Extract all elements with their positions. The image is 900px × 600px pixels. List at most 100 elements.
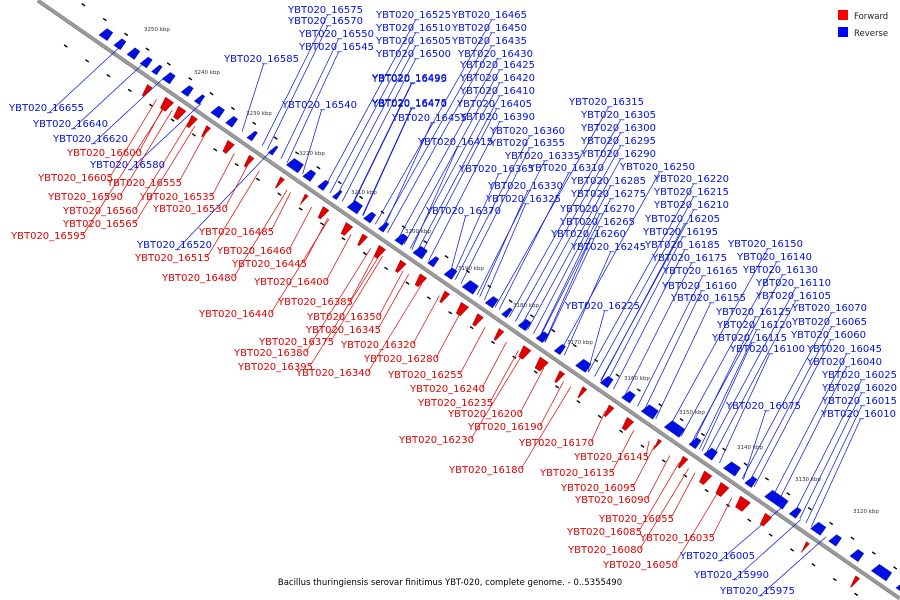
- reverse-gene-label[interactable]: YBT020_16130: [742, 265, 818, 276]
- reverse-gene-label[interactable]: YBT020_16290: [580, 149, 656, 160]
- reverse-gene-label[interactable]: YBT020_16355: [489, 138, 565, 149]
- forward-gene-label[interactable]: YBT020_16395: [237, 362, 313, 373]
- forward-gene-label[interactable]: YBT020_16135: [539, 468, 615, 479]
- reverse-gene-label[interactable]: YBT020_16285: [570, 176, 646, 187]
- reverse-gene-label[interactable]: YBT020_16655: [8, 103, 84, 114]
- reverse-gene-label[interactable]: YBT020_15975: [719, 586, 795, 597]
- reverse-gene-label[interactable]: YBT020_16265: [559, 217, 635, 228]
- reverse-gene-label[interactable]: YBT020_16075: [725, 401, 801, 412]
- reverse-gene-label[interactable]: YBT020_16525: [375, 10, 451, 21]
- reverse-gene-label[interactable]: YBT020_16120: [716, 320, 792, 331]
- reverse-gene-label[interactable]: YBT020_16500: [375, 49, 451, 60]
- reverse-gene-label[interactable]: YBT020_16205: [644, 214, 720, 225]
- reverse-gene-label[interactable]: YBT020_16580: [89, 160, 165, 171]
- reverse-gene-label[interactable]: YBT020_16060: [790, 330, 866, 341]
- reverse-gene-label[interactable]: YBT020_16490: [371, 73, 447, 84]
- reverse-gene-label[interactable]: YBT020_16125: [715, 307, 791, 318]
- reverse-gene-label[interactable]: YBT020_16585: [223, 54, 299, 65]
- forward-gene-label[interactable]: YBT020_16590: [47, 192, 123, 203]
- reverse-gene-label[interactable]: YBT020_16430: [457, 49, 533, 60]
- reverse-gene-label[interactable]: YBT020_16425: [459, 60, 535, 71]
- reverse-gene-label[interactable]: YBT020_16505: [375, 36, 451, 47]
- reverse-gene-label[interactable]: YBT020_16215: [653, 187, 729, 198]
- reverse-gene-label[interactable]: YBT020_16550: [298, 29, 374, 40]
- forward-gene-label[interactable]: YBT020_16055: [598, 514, 674, 525]
- reverse-gene-label[interactable]: YBT020_16360: [489, 126, 565, 137]
- forward-gene-label[interactable]: YBT020_16145: [573, 452, 649, 463]
- forward-gene-label[interactable]: YBT020_16375: [258, 337, 334, 348]
- forward-gene-label[interactable]: YBT020_16090: [574, 495, 650, 506]
- forward-gene-label[interactable]: YBT020_16255: [387, 370, 463, 381]
- reverse-gene-label[interactable]: YBT020_16470: [371, 99, 447, 110]
- reverse-gene-label[interactable]: YBT020_16165: [662, 266, 738, 277]
- reverse-gene-label[interactable]: YBT020_16310: [528, 163, 604, 174]
- reverse-gene-label[interactable]: YBT020_16455: [391, 113, 467, 124]
- reverse-gene-label[interactable]: YBT020_16315: [568, 97, 644, 108]
- reverse-gene-label[interactable]: YBT020_16040: [806, 357, 882, 368]
- forward-gene-label[interactable]: YBT020_16565: [62, 219, 138, 230]
- forward-gene-label[interactable]: YBT020_16080: [567, 545, 643, 556]
- reverse-gene-label[interactable]: YBT020_16270: [559, 204, 635, 215]
- reverse-gene-label[interactable]: YBT020_16015: [821, 396, 897, 407]
- reverse-gene-label[interactable]: YBT020_16175: [651, 253, 727, 264]
- reverse-gene-label[interactable]: YBT020_16105: [755, 291, 831, 302]
- reverse-gene-label[interactable]: YBT020_16260: [550, 229, 626, 240]
- reverse-gene-label[interactable]: YBT020_16300: [580, 123, 656, 134]
- reverse-gene-label[interactable]: YBT020_16110: [755, 278, 831, 289]
- reverse-gene-label[interactable]: YBT020_16570: [287, 16, 363, 27]
- reverse-gene-label[interactable]: YBT020_16520: [136, 240, 212, 251]
- forward-gene-label[interactable]: YBT020_16385: [277, 297, 353, 308]
- forward-gene-label[interactable]: YBT020_16530: [152, 204, 228, 215]
- forward-gene-label[interactable]: YBT020_16555: [106, 178, 182, 189]
- reverse-gene-label[interactable]: YBT020_16140: [736, 252, 812, 263]
- reverse-gene-label[interactable]: YBT020_16250: [619, 162, 695, 173]
- reverse-gene-label[interactable]: YBT020_16575: [287, 5, 363, 16]
- reverse-gene-label[interactable]: YBT020_16640: [32, 119, 108, 130]
- reverse-gene-label[interactable]: YBT020_16295: [580, 136, 656, 147]
- reverse-gene-label[interactable]: YBT020_16155: [670, 293, 746, 304]
- reverse-gene-label[interactable]: YBT020_16185: [644, 240, 720, 251]
- reverse-gene-label[interactable]: YBT020_16465: [451, 10, 527, 21]
- reverse-gene-label[interactable]: YBT020_16435: [451, 36, 527, 47]
- reverse-gene-label[interactable]: YBT020_16370: [425, 206, 501, 217]
- forward-gene-label[interactable]: YBT020_16240: [409, 384, 485, 395]
- reverse-gene-label[interactable]: YBT020_16020: [821, 383, 897, 394]
- reverse-gene-label[interactable]: YBT020_16335: [504, 151, 580, 162]
- reverse-gene-label[interactable]: YBT020_16025: [821, 370, 897, 381]
- reverse-gene-label[interactable]: YBT020_16325: [485, 194, 561, 205]
- reverse-gene-label[interactable]: YBT020_16405: [456, 99, 532, 110]
- forward-gene-label[interactable]: YBT020_16200: [447, 409, 523, 420]
- reverse-gene-label[interactable]: YBT020_16620: [52, 134, 128, 145]
- reverse-gene-label[interactable]: YBT020_16160: [661, 281, 737, 292]
- reverse-gene-label[interactable]: YBT020_16195: [642, 227, 718, 238]
- reverse-gene-label[interactable]: YBT020_15990: [693, 570, 769, 581]
- reverse-gene-label[interactable]: YBT020_16005: [679, 551, 755, 562]
- forward-gene-label[interactable]: YBT020_16095: [560, 483, 636, 494]
- forward-gene-label[interactable]: YBT020_16595: [10, 231, 86, 242]
- forward-gene-label[interactable]: YBT020_16035: [639, 533, 715, 544]
- reverse-gene-label[interactable]: YBT020_16410: [459, 86, 535, 97]
- forward-gene-label[interactable]: YBT020_16560: [62, 206, 138, 217]
- reverse-gene-label[interactable]: YBT020_16495: [371, 74, 447, 85]
- forward-gene-label[interactable]: YBT020_16535: [139, 192, 215, 203]
- reverse-gene-label[interactable]: YBT020_16540: [281, 100, 357, 111]
- forward-gene-label[interactable]: YBT020_16345: [305, 325, 381, 336]
- reverse-gene-label[interactable]: YBT020_16225: [564, 301, 640, 312]
- forward-gene-label[interactable]: YBT020_16605: [37, 173, 113, 184]
- reverse-gene-label[interactable]: YBT020_16450: [451, 23, 527, 34]
- forward-gene-label[interactable]: YBT020_16320: [340, 340, 416, 351]
- forward-gene-label[interactable]: YBT020_16485: [198, 227, 274, 238]
- reverse-gene-label[interactable]: YBT020_16510: [375, 23, 451, 34]
- forward-gene-label[interactable]: YBT020_16235: [417, 398, 493, 409]
- reverse-gene-label[interactable]: YBT020_16420: [459, 73, 535, 84]
- forward-gene-label[interactable]: YBT020_16380: [233, 348, 309, 359]
- reverse-gene-label[interactable]: YBT020_16475: [371, 98, 447, 109]
- reverse-gene-label[interactable]: YBT020_16220: [653, 174, 729, 185]
- reverse-gene-label[interactable]: YBT020_16070: [791, 303, 867, 314]
- forward-gene-label[interactable]: YBT020_16515: [134, 253, 210, 264]
- reverse-gene-label[interactable]: YBT020_16100: [729, 344, 805, 355]
- forward-gene-label[interactable]: YBT020_16600: [66, 148, 142, 159]
- forward-gene-label[interactable]: YBT020_16480: [161, 273, 237, 284]
- reverse-gene-label[interactable]: YBT020_16415: [417, 137, 493, 148]
- forward-gene-label[interactable]: YBT020_16350: [306, 312, 382, 323]
